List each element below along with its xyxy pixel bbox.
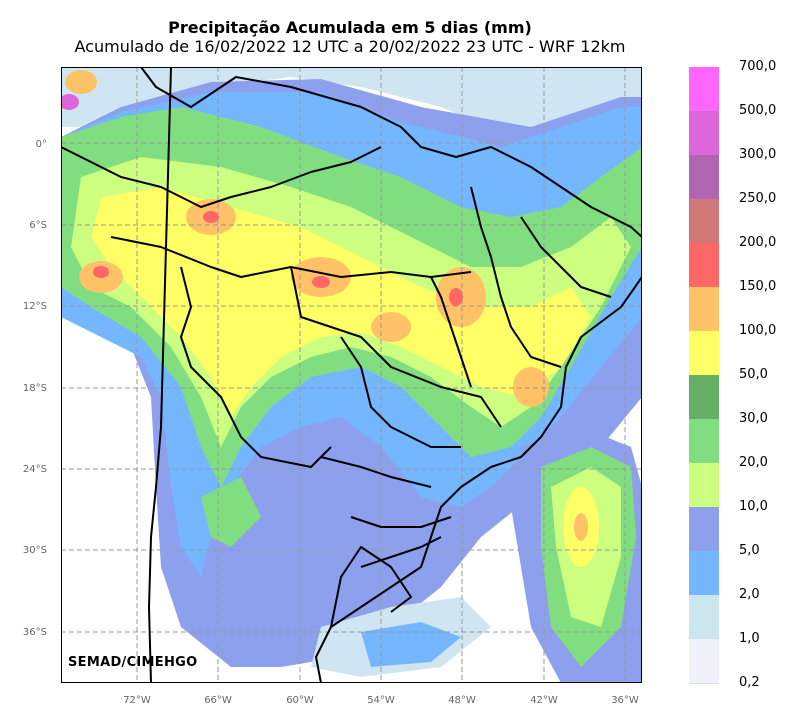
lon-label-60w: 60°W (286, 695, 314, 706)
colorbar-tick-label: 250,0 (739, 191, 777, 206)
lat-label-0: 0° (35, 139, 47, 150)
colorbar-tick-label: 1,0 (739, 631, 760, 646)
lat-label-36s: 36°S (22, 627, 47, 638)
colorbar-tick-label: 30,0 (739, 411, 768, 426)
colorbar-tick-label: 150,0 (739, 279, 777, 294)
lat-label-6s: 6°S (29, 220, 47, 231)
colorbar-segment (689, 507, 719, 552)
colorbar-segment (689, 375, 719, 420)
map-borders (61, 67, 642, 683)
colorbar-tick-label: 100,0 (739, 323, 777, 338)
lat-label-18s: 18°S (22, 383, 47, 394)
map-title-block: Precipitação Acumulada em 5 dias (mm) Ac… (60, 18, 640, 56)
colorbar-segment (689, 155, 719, 200)
colorbar-tick-label: 50,0 (739, 367, 768, 382)
colorbar-tick-label: 700,0 (739, 59, 777, 74)
colorbar-segment (689, 67, 719, 112)
colorbar-tick-label: 200,0 (739, 235, 777, 250)
credit-label: SEMAD/CIMEHGO (68, 655, 198, 670)
colorbar (689, 67, 719, 684)
colorbar-segment (689, 551, 719, 596)
lon-label-42w: 42°W (530, 695, 558, 706)
lon-label-66w: 66°W (204, 695, 232, 706)
colorbar-tick-label: 5,0 (739, 543, 760, 558)
colorbar-tick-label: 500,0 (739, 103, 777, 118)
lon-label-54w: 54°W (367, 695, 395, 706)
colorbar-segment (689, 463, 719, 508)
lon-label-48w: 48°W (448, 695, 476, 706)
map-graticule (61, 67, 642, 683)
precipitation-map (61, 67, 642, 683)
precipitation-field (61, 67, 642, 683)
colorbar-segment (689, 639, 719, 684)
colorbar-tick-label: 0,2 (739, 675, 760, 690)
map-title: Precipitação Acumulada em 5 dias (mm) (168, 18, 532, 37)
colorbar-tick-label: 2,0 (739, 587, 760, 602)
lat-label-12s: 12°S (22, 301, 47, 312)
colorbar-segment (689, 111, 719, 156)
lon-label-72w: 72°W (123, 695, 151, 706)
lat-label-30s: 30°S (22, 545, 47, 556)
colorbar-segment (689, 595, 719, 640)
colorbar-segment (689, 419, 719, 464)
colorbar-segment (689, 331, 719, 376)
map-subtitle: Acumulado de 16/02/2022 12 UTC a 20/02/2… (74, 37, 626, 56)
colorbar-tick-label: 20,0 (739, 455, 768, 470)
colorbar-segment (689, 199, 719, 244)
colorbar-segment (689, 287, 719, 332)
colorbar-segment (689, 243, 719, 288)
colorbar-tick-label: 300,0 (739, 147, 777, 162)
lat-label-24s: 24°S (22, 464, 47, 475)
lon-label-36w: 36°W (611, 695, 639, 706)
colorbar-tick-label: 10,0 (739, 499, 768, 514)
